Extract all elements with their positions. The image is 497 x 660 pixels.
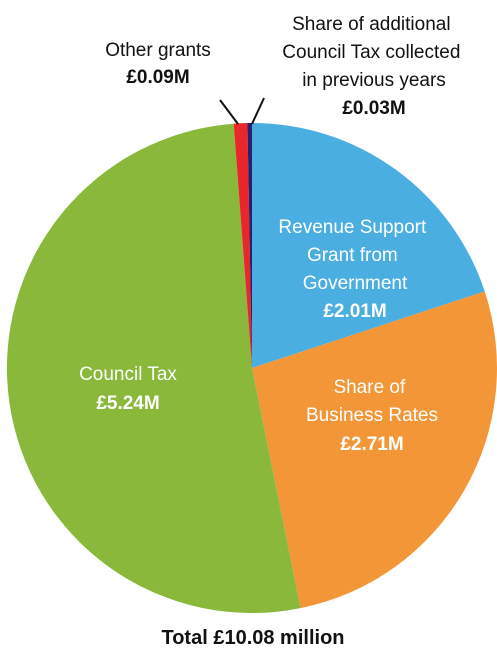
slice-value-business-rates: £2.71M bbox=[340, 434, 403, 455]
pie-slice-revenue-support-grant bbox=[252, 123, 485, 368]
slice-label-line: Government bbox=[303, 273, 408, 294]
leader-line-other-grants bbox=[219, 99, 239, 125]
slice-value-council-tax: £5.24M bbox=[96, 393, 159, 414]
pie-slice-other-grants bbox=[233, 123, 252, 368]
slice-value-revenue-support-grant: £2.01M bbox=[323, 301, 386, 322]
slice-label-line: Revenue Support bbox=[278, 217, 427, 238]
slice-label-other-grants: Other grants bbox=[105, 40, 211, 61]
slice-label-revenue-support-grant: Revenue Support Grant from Government bbox=[278, 217, 431, 294]
slice-label-council-tax: Council Tax bbox=[79, 364, 177, 385]
pie-slices bbox=[6, 122, 497, 614]
slice-label-business-rates: Share of Business Rates bbox=[306, 377, 438, 426]
leader-line-additional-council-tax bbox=[251, 97, 265, 125]
slice-label-line: in previous years bbox=[302, 70, 446, 91]
pie-slice-business-rates bbox=[252, 291, 497, 609]
slice-label-line: Council Tax collected bbox=[282, 42, 460, 63]
pie-slice-council-tax bbox=[6, 123, 301, 614]
slice-label-line: Share of bbox=[333, 377, 406, 398]
pie-slice-additional-council-tax bbox=[247, 122, 252, 369]
slice-label-line: Share of additional bbox=[292, 14, 450, 35]
slice-label-line: Grant from bbox=[307, 245, 398, 266]
slice-value-other-grants: £0.09M bbox=[126, 67, 189, 88]
chart-total: Total £10.08 million bbox=[161, 627, 344, 649]
slice-label-line: Business Rates bbox=[306, 405, 438, 426]
slice-value-additional-council-tax: £0.03M bbox=[342, 98, 405, 119]
slice-label-additional-council-tax: Share of additional Council Tax collecte… bbox=[282, 14, 465, 91]
